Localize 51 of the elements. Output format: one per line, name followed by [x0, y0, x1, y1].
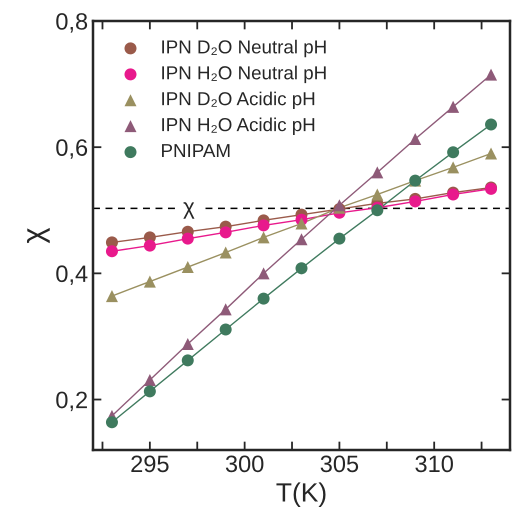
point	[144, 385, 156, 398]
point	[182, 232, 194, 245]
point	[447, 161, 460, 174]
legend-label: PNIPAM	[162, 144, 230, 157]
point	[106, 245, 118, 258]
point	[258, 219, 270, 232]
point	[106, 290, 118, 302]
legend-label: IPN D₂O Neutral pH	[162, 40, 326, 58]
x-tick-label: 310	[415, 455, 453, 472]
point	[371, 166, 384, 178]
point	[447, 146, 460, 158]
y-tick-label: 0,2	[56, 392, 87, 412]
y-tick-label: 0,6	[56, 139, 88, 159]
y-tick-label: 0,8	[56, 13, 88, 33]
point	[295, 262, 308, 274]
point	[371, 204, 384, 216]
point	[295, 218, 308, 230]
point	[485, 68, 498, 81]
x-tick-label: 305	[320, 455, 358, 472]
legend-label: IPN H₂O Neutral pH	[162, 66, 326, 84]
point	[182, 338, 194, 350]
point	[371, 188, 384, 201]
point	[106, 416, 118, 428]
point	[258, 231, 270, 244]
point	[485, 118, 498, 130]
point	[220, 226, 232, 238]
legend-label: IPN D₂O Acidic pH	[162, 92, 314, 110]
point	[333, 199, 346, 212]
point	[182, 354, 194, 366]
point	[182, 261, 194, 274]
point	[295, 233, 308, 246]
point	[144, 276, 156, 288]
point	[333, 232, 346, 245]
point	[220, 246, 232, 259]
x-tick-label: 295	[131, 455, 169, 472]
point	[409, 195, 422, 208]
x-axis-title: T(K)	[276, 482, 326, 508]
point	[485, 147, 498, 160]
point	[220, 323, 232, 336]
point	[258, 267, 270, 280]
point	[447, 100, 460, 113]
y-tick-label: 0,4	[56, 265, 88, 285]
point	[258, 292, 270, 305]
ref-line-label: χ	[183, 202, 194, 219]
y-axis-title: χ	[26, 228, 50, 244]
point	[220, 303, 232, 316]
point	[409, 132, 422, 145]
point	[144, 240, 156, 252]
point	[144, 374, 156, 386]
legend-label: IPN H₂O Acidic pH	[162, 118, 314, 135]
x-tick-label: 300	[226, 455, 264, 472]
